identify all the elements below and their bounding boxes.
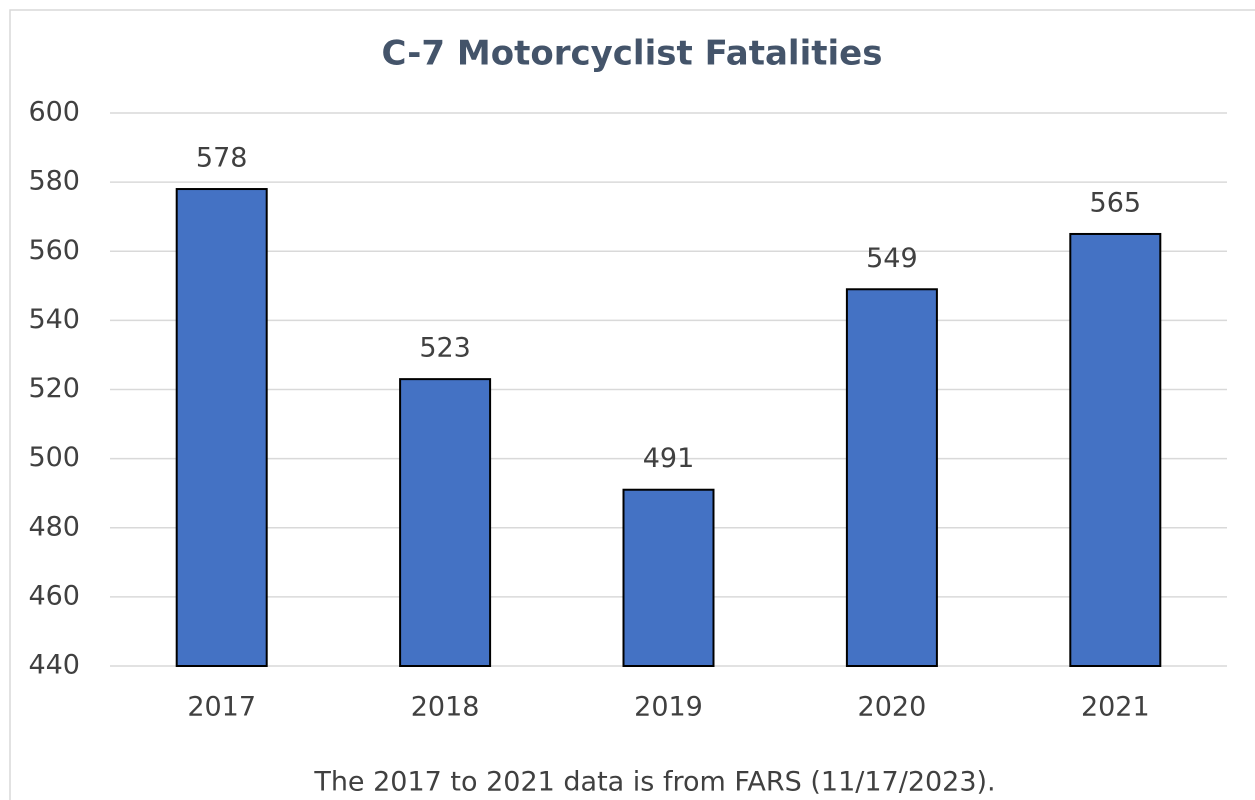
bar	[175, 188, 268, 667]
x-tick-label: 2020	[858, 692, 927, 723]
y-tick-label: 560	[28, 235, 80, 266]
data-label: 491	[643, 443, 695, 474]
data-label: 578	[196, 143, 248, 174]
y-tick-label: 520	[28, 373, 80, 404]
y-tick-label: 540	[28, 304, 80, 335]
y-tick-label: 600	[28, 97, 80, 128]
x-tick-label: 2021	[1081, 692, 1150, 723]
y-tick-label: 580	[28, 166, 80, 197]
bar	[845, 288, 938, 667]
bar	[399, 378, 492, 667]
bar	[622, 488, 715, 668]
x-tick-label: 2017	[187, 692, 256, 723]
y-tick-label: 440	[28, 650, 80, 681]
chart-title: C-7 Motorcyclist Fatalities	[382, 34, 883, 74]
data-label: 549	[866, 243, 918, 274]
x-tick-label: 2019	[634, 692, 703, 723]
x-tick-label: 2018	[411, 692, 480, 723]
y-tick-label: 480	[28, 511, 80, 542]
footnote: The 2017 to 2021 data is from FARS (11/1…	[313, 767, 995, 798]
data-label: 523	[419, 333, 471, 364]
data-label: 565	[1090, 187, 1142, 218]
y-tick-label: 460	[28, 580, 80, 611]
y-tick-label: 500	[28, 442, 80, 473]
bar	[1069, 232, 1162, 667]
